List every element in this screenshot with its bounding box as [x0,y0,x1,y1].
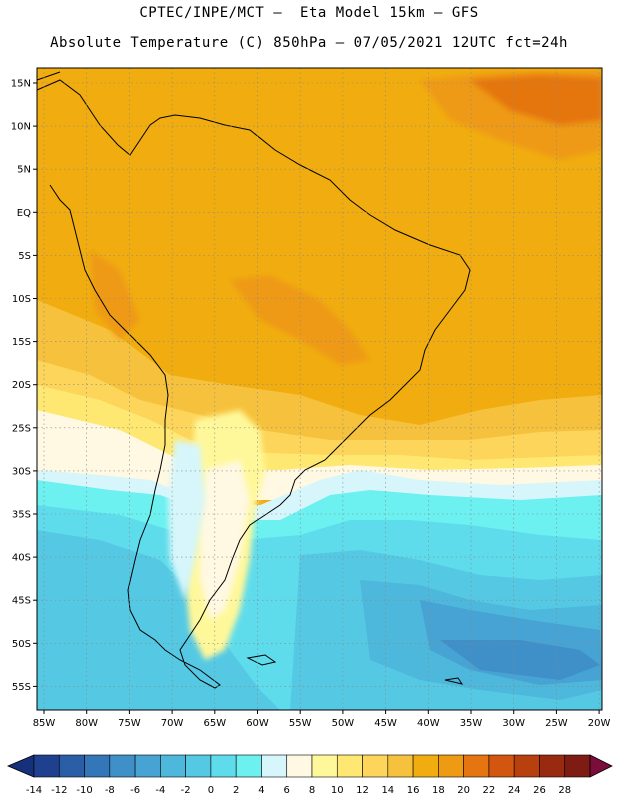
lon-label: 30W [502,718,525,729]
lon-label: 55W [289,718,312,729]
lat-label: 55S [12,682,31,693]
colorbar-swatch [513,754,540,778]
latitude-labels: 15N 10N 5N EQ 5S 10S 15S 20S 25S 30S 35S 40S 45S 50S 5… [11,79,37,693]
colorbar: -14 -12 -10 -8 -6 -4 -2 0 2 4 6 8 10 12 14 16 18 20 22 24 26… [6,754,613,796]
lat-label: 40S [12,553,31,564]
colorbar-label: 22 [483,785,496,796]
map-subtitle: Absolute Temperature (C) 850hPa – 07/05/… [50,35,568,51]
colorbar-label: -14 [26,785,42,796]
colorbar-label: 18 [432,785,445,796]
colorbar-swatch [412,754,439,778]
lat-label: 15S [12,337,31,348]
lon-label: 20W [588,718,611,729]
longitude-labels: 85W 80W 75W 70W 65W 60W 55W 50W 45W 40W 35W 30W 25W 2… [33,710,611,729]
colorbar-swatch [109,754,136,778]
colorbar-swatch [438,754,464,778]
lon-label: 60W [246,718,269,729]
colorbar-swatch [311,754,338,778]
lat-label: 10S [12,294,31,305]
colorbar-swatch [362,754,389,778]
south-america-coast [36,79,471,689]
colorbar-swatch [564,754,591,778]
colorbar-swatch [539,754,566,778]
lon-label: 45W [374,718,397,729]
lat-label: 45S [12,596,31,607]
field-andes-cold [168,440,205,600]
lon-label: 25W [545,718,568,729]
lat-label: 5S [18,251,31,262]
colorbar-swatch [134,754,161,778]
colorbar-label: -6 [130,785,140,796]
field-west-cold [37,530,280,710]
field-m8c-band [440,640,600,680]
colorbar-label: 16 [407,785,420,796]
lat-label: 20S [12,380,31,391]
colorbar-label: 10 [331,785,344,796]
colorbar-swatch [235,754,262,778]
colorbar-label: 20 [457,785,470,796]
colorbar-label: 4 [258,785,264,796]
colorbar-label: 14 [381,785,394,796]
lon-label: 85W [33,718,56,729]
colorbar-label: -2 [181,785,191,796]
colorbar-swatch [336,754,363,778]
colorbar-label: 26 [533,785,546,796]
colorbar-over-arrow [589,754,613,778]
lat-label: 10N [11,122,31,133]
colorbar-label: 12 [356,785,369,796]
colorbar-swatch [84,754,111,778]
colorbar-swatch [58,754,85,778]
lat-label: EQ [17,208,31,219]
colorbar-label: 6 [284,785,290,796]
colorbar-swatch [463,754,490,778]
lon-label: 65W [203,718,226,729]
colorbar-swatch [33,754,60,778]
lat-label: 50S [12,639,31,650]
colorbar-swatch [160,754,186,778]
lon-label: 75W [118,718,141,729]
lon-label: 35W [460,718,483,729]
plot-frame [36,67,603,711]
colorbar-label: 24 [508,785,521,796]
lon-label: 50W [332,718,355,729]
colorbar-swatch [488,754,515,778]
colorbar-swatch [286,754,313,778]
lon-label: 70W [161,718,184,729]
lon-label: 40W [417,718,440,729]
colorbar-label: -4 [155,785,165,796]
colorbar-swatch [387,754,414,778]
map-title: CPTEC/INPE/MCT – Eta Model 15km – GFS [139,5,479,21]
colorbar-swatch [261,754,288,778]
colorbar-label: 2 [233,785,239,796]
colorbar-swatch [210,754,237,778]
colorbar-label: 8 [309,785,315,796]
south-georgia-outline [444,677,464,685]
lon-label: 80W [75,718,98,729]
field-peru-warm [90,250,140,340]
colorbar-label: 0 [208,785,214,796]
lat-label: 5N [17,165,31,176]
lat-label: 15N [11,79,31,90]
colorbar-label: -8 [105,785,115,796]
field-argentina-cool [200,460,250,620]
central-america-coast [36,71,61,81]
colorbar-label: -12 [51,785,67,796]
colorbar-label: -10 [76,785,92,796]
colorbar-label: 28 [558,785,571,796]
lat-label: 25S [12,423,31,434]
field-caribbean-hot [470,75,602,125]
temperature-field [37,68,602,710]
colorbar-under-arrow [6,754,35,778]
colorbar-swatch [185,754,212,778]
lat-label: 35S [12,510,31,521]
lat-label: 30S [12,466,31,477]
